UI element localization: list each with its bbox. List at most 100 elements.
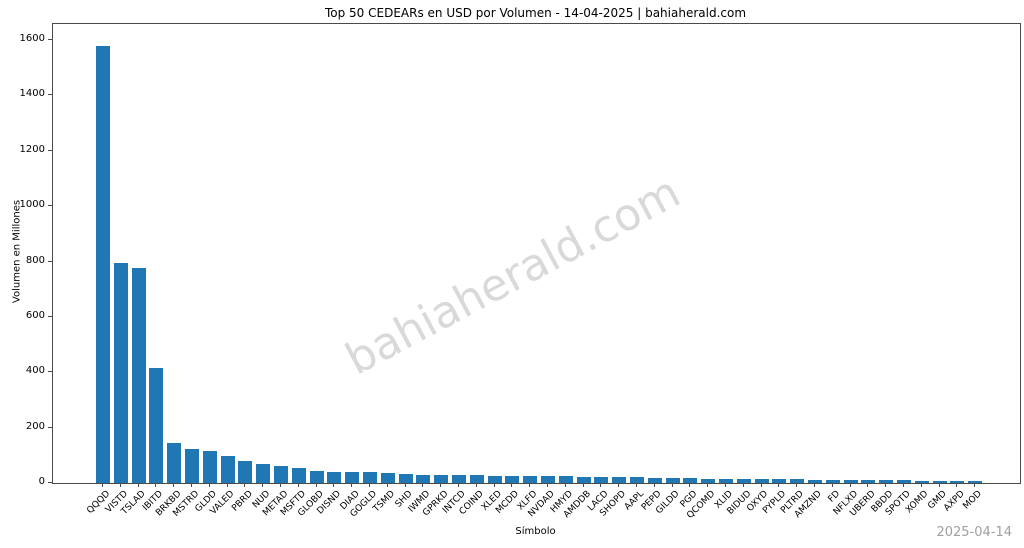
y-tick-mark [48,94,52,96]
x-tick-mark [671,483,673,487]
bar-PEPD [647,477,662,483]
x-tick-mark [155,483,157,487]
bar-GLOBD [309,471,324,483]
bar-HMYD [558,476,573,483]
bar-GMD [932,480,947,483]
bar-QQQD [96,45,110,483]
bar-SHD [398,474,413,483]
y-tick-mark [48,205,52,207]
x-tick-mark [867,483,869,487]
x-tick-mark [529,483,531,487]
bar-VALED [220,456,235,483]
bar-METAD [274,465,288,483]
x-tick-mark [903,483,904,487]
y-tick-label: 0 [38,476,45,487]
date-stamp: 2025-04-14 [936,525,1012,540]
x-tick-mark [778,483,780,487]
bar-MSTRD [185,449,199,483]
bar-IWMD [416,474,431,483]
bar-COIND [469,475,484,483]
bar-XLFD [523,476,538,483]
x-tick-mark [173,483,175,487]
y-tick-mark [48,260,52,262]
x-axis-title: Símbolo [515,526,556,537]
x-tick-mark [351,483,353,487]
bar-DISND [327,471,342,483]
bar-BBDD [879,480,894,483]
x-tick-mark [226,483,228,487]
x-tick-mark [831,483,833,487]
bar-DIAD [345,471,360,483]
bar-VISTD [113,262,128,483]
bar-AXPD [950,480,965,483]
bar-INTCD [452,475,466,483]
y-axis-title: Volumen en Millones [11,199,23,304]
x-tick-mark [849,483,851,487]
x-tick-mark [119,483,121,487]
bar-PLTRD [790,479,805,483]
bar-UBERD [861,479,876,483]
bar-SPOTD [897,480,911,483]
x-tick-mark [297,483,299,487]
bar-BRKBD [167,443,182,483]
y-tick-mark [48,426,52,428]
bar-PGD [683,478,698,483]
bar-AMZND [808,479,822,483]
bar-LACD [594,476,609,483]
x-tick-mark [208,483,210,487]
bar-BIDUD [736,478,751,483]
x-tick-mark [689,483,691,487]
x-tick-mark [920,483,922,487]
x-tick-mark [796,483,798,487]
bar-GOGLD [363,472,377,483]
x-tick-mark [422,483,424,487]
bar-IBITD [149,367,164,483]
bar-TSLAD [131,268,146,483]
x-tick-mark [725,483,726,487]
bar-XLED [487,475,502,483]
bar-GILDD [665,478,680,483]
x-tick-mark [511,483,513,487]
x-tick-mark [191,483,192,487]
bar-TSMD [380,472,395,483]
y-tick-mark [48,39,52,41]
x-tick-mark [974,483,976,487]
bar-XLID [719,478,733,483]
y-tick-mark [48,371,52,373]
x-tick-mark [547,483,548,487]
y-tick-mark [48,149,52,151]
y-tick-label: 800 [25,254,45,266]
x-tick-mark [636,483,637,487]
y-tick-label: 1400 [19,88,45,100]
x-tick-mark [137,483,139,487]
x-tick-mark [493,483,495,487]
bar-AAPL [630,477,644,483]
x-tick-mark [280,483,281,487]
x-tick-mark [653,483,655,487]
x-tick-mark [814,483,815,487]
y-tick-mark [48,315,52,317]
x-tick-mark [102,483,103,487]
x-tick-mark [564,483,566,487]
x-tick-mark [885,483,887,487]
y-tick-label: 200 [25,420,45,432]
bar-GPRKD [434,474,449,483]
y-tick-mark [48,482,52,483]
x-tick-mark [244,483,246,487]
bar-AMDDB [576,476,591,483]
x-tick-mark [262,483,264,487]
x-tick-mark [707,483,709,487]
y-tick-label: 600 [25,309,45,321]
x-tick-mark [582,483,584,487]
y-tick-label: 400 [25,365,45,377]
y-tick-label: 1600 [19,33,45,45]
bar-NUD [256,464,271,483]
x-tick-mark [315,483,317,487]
bar-MOD [968,481,983,483]
x-tick-mark [600,483,602,487]
x-tick-mark [475,483,477,487]
bar-NVDAD [541,476,555,483]
bar-MSFTD [291,467,306,483]
bar-FD [825,479,840,483]
